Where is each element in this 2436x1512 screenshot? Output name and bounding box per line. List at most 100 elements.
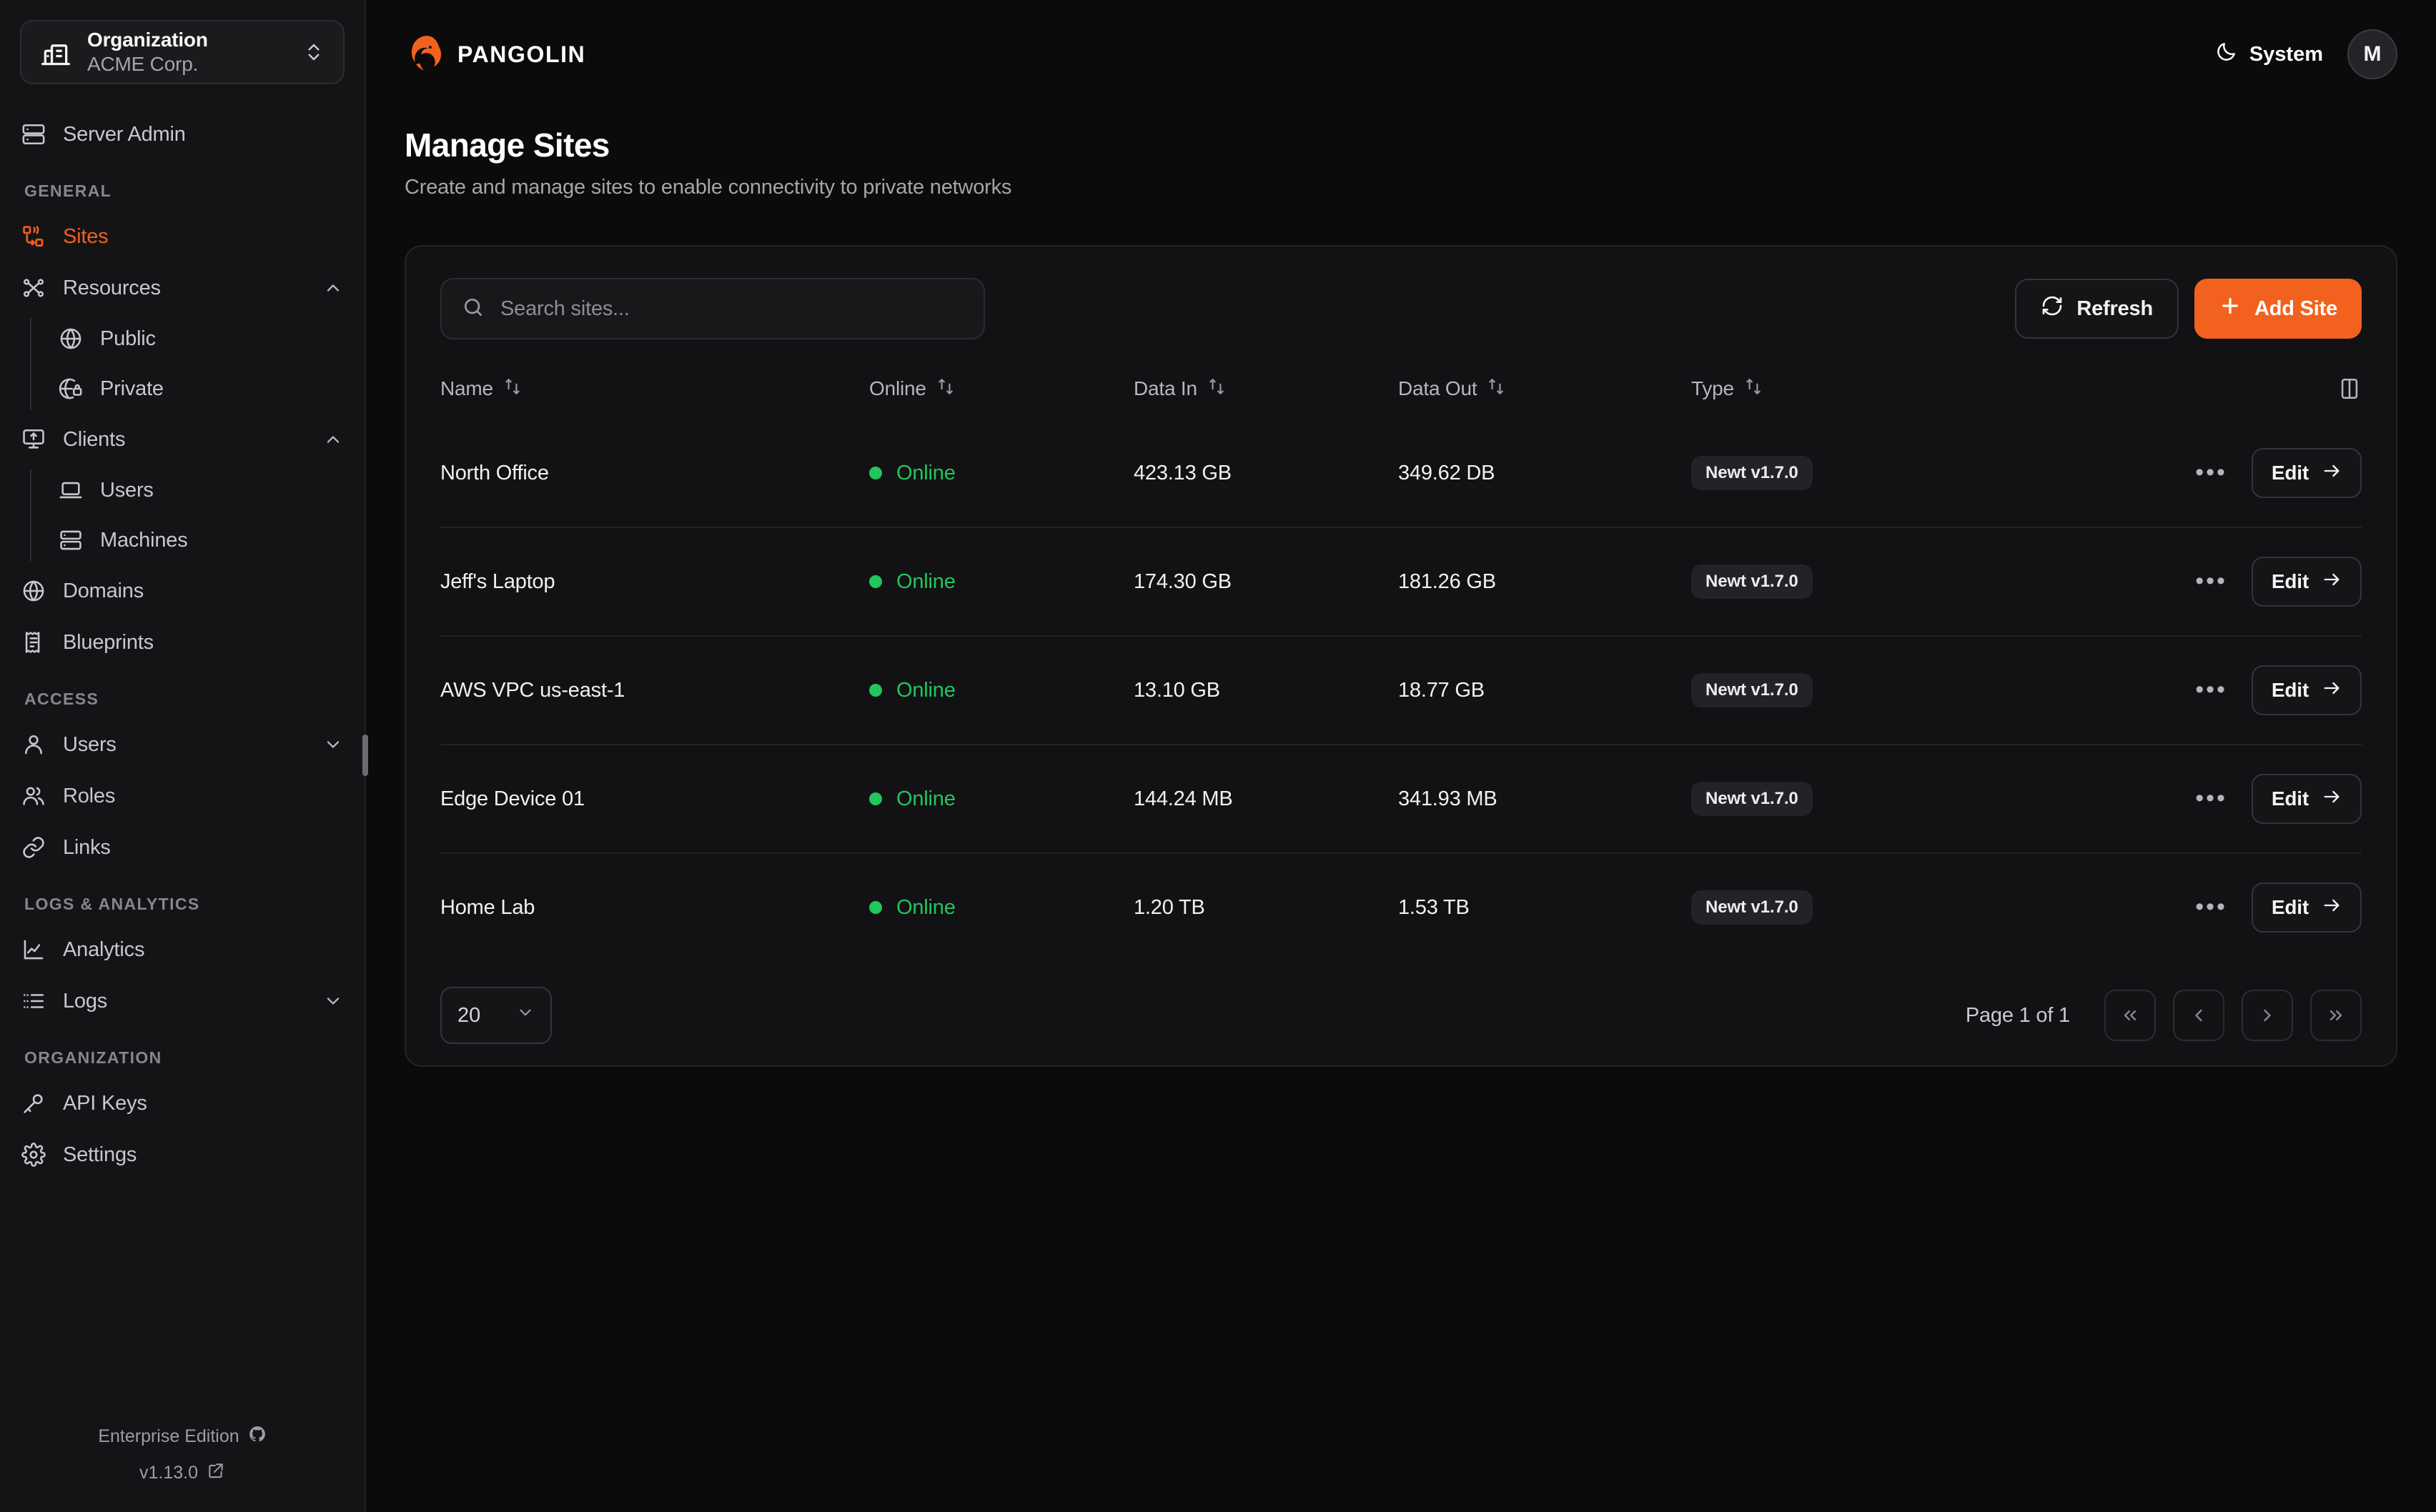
sidebar-item-resources[interactable]: Resources bbox=[0, 262, 365, 314]
status-badge: Online bbox=[896, 678, 956, 702]
sidebar-item-label: Blueprints bbox=[63, 630, 154, 654]
next-page-button[interactable] bbox=[2242, 990, 2293, 1041]
cell-actions: ••• Edit bbox=[2063, 527, 2362, 636]
column-header-data-in[interactable]: Data In bbox=[1134, 367, 1398, 419]
add-site-button[interactable]: Add Site bbox=[2194, 279, 2362, 339]
row-menu-icon[interactable]: ••• bbox=[2195, 459, 2227, 487]
type-badge: Newt v1.7.0 bbox=[1691, 456, 1813, 490]
column-visibility-icon[interactable] bbox=[2337, 377, 2362, 401]
column-header-type[interactable]: Type bbox=[1691, 367, 2063, 419]
table-row[interactable]: North Office Online 423.13 GB 349.62 DB … bbox=[440, 419, 2362, 527]
sidebar-item-api-keys[interactable]: API Keys bbox=[0, 1078, 365, 1129]
sidebar-item-domains[interactable]: Domains bbox=[0, 565, 365, 617]
sidebar-section-general: GENERAL bbox=[24, 181, 112, 200]
status-badge: Online bbox=[896, 461, 956, 484]
cell-online: Online bbox=[869, 419, 1134, 527]
main-content: PANGOLIN System M Manage Sites Create bbox=[366, 0, 2436, 1512]
receipt-icon bbox=[21, 630, 46, 655]
edition-link[interactable]: Enterprise Edition bbox=[98, 1425, 266, 1448]
sites-icon bbox=[21, 224, 46, 249]
add-site-label: Add Site bbox=[2254, 297, 2337, 320]
sidebar-resize-handle[interactable] bbox=[362, 735, 368, 776]
previous-page-button[interactable] bbox=[2173, 990, 2224, 1041]
sidebar-item-sites[interactable]: Sites bbox=[0, 211, 365, 262]
row-menu-icon[interactable]: ••• bbox=[2195, 785, 2227, 812]
status-dot bbox=[869, 684, 882, 697]
organization-switcher[interactable]: Organization ACME Corp. bbox=[20, 20, 345, 84]
version-link[interactable]: v1.13.0 bbox=[139, 1461, 225, 1485]
organization-label: Organization bbox=[87, 29, 208, 51]
sidebar-item-label: Private bbox=[100, 377, 164, 400]
sidebar-item-users-clients[interactable]: Users bbox=[40, 465, 365, 515]
table-footer: 20 Page 1 of 1 bbox=[440, 987, 2362, 1044]
type-badge: Newt v1.7.0 bbox=[1691, 673, 1813, 707]
cell-data-out: 349.62 DB bbox=[1398, 461, 1495, 484]
server-icon bbox=[21, 122, 46, 146]
cell-type: Newt v1.7.0 bbox=[1691, 635, 2063, 745]
chevron-down-icon[interactable] bbox=[323, 735, 343, 755]
last-page-button[interactable] bbox=[2310, 990, 2362, 1041]
avatar[interactable]: M bbox=[2347, 29, 2397, 79]
column-label: Data Out bbox=[1398, 377, 1477, 399]
cell-data-in: 144.24 MB bbox=[1134, 744, 1398, 853]
chevron-up-icon[interactable] bbox=[323, 429, 343, 449]
theme-label: System bbox=[2249, 42, 2323, 66]
theme-toggle[interactable]: System bbox=[2215, 40, 2323, 69]
sidebar-item-server-admin[interactable]: Server Admin bbox=[0, 109, 365, 160]
gear-icon bbox=[21, 1143, 46, 1167]
cell-actions: ••• Edit bbox=[2063, 635, 2362, 745]
column-header-data-out[interactable]: Data Out bbox=[1398, 367, 1691, 419]
edit-button[interactable]: Edit bbox=[2251, 774, 2362, 824]
sidebar: Organization ACME Corp. Server Admin bbox=[0, 0, 368, 1512]
sidebar-item-label: Public bbox=[100, 327, 156, 350]
sidebar-item-settings[interactable]: Settings bbox=[0, 1129, 365, 1180]
users-icon bbox=[21, 784, 46, 808]
sidebar-item-private[interactable]: Private bbox=[40, 364, 365, 414]
card-toolbar: Refresh Add Site bbox=[440, 278, 2362, 339]
sidebar-item-label: Logs bbox=[63, 989, 108, 1013]
edit-button[interactable]: Edit bbox=[2251, 882, 2362, 932]
sidebar-item-roles[interactable]: Roles bbox=[0, 770, 365, 822]
sidebar-item-blueprints[interactable]: Blueprints bbox=[0, 617, 365, 668]
globe-icon bbox=[21, 579, 46, 603]
sidebar-item-label: Users bbox=[63, 732, 117, 756]
sidebar-item-machines[interactable]: Machines bbox=[40, 515, 365, 565]
page-size-select[interactable]: 20 bbox=[440, 987, 552, 1044]
sidebar-item-label: Server Admin bbox=[63, 122, 186, 146]
sidebar-item-logs[interactable]: Logs bbox=[0, 975, 365, 1027]
cell-data-out: 181.26 GB bbox=[1398, 527, 1691, 636]
edit-button[interactable]: Edit bbox=[2251, 557, 2362, 607]
column-label: Data In bbox=[1134, 377, 1197, 399]
type-badge: Newt v1.7.0 bbox=[1691, 890, 1813, 925]
edit-button[interactable]: Edit bbox=[2251, 448, 2362, 498]
arrow-right-icon bbox=[2322, 678, 2342, 703]
sidebar-item-analytics[interactable]: Analytics bbox=[0, 924, 365, 975]
table-row[interactable]: Jeff's Laptop Online 174.30 GB 181.26 GB… bbox=[440, 527, 2362, 636]
search-sites-box[interactable] bbox=[440, 278, 985, 339]
cell-name: Jeff's Laptop bbox=[440, 527, 869, 636]
row-menu-icon[interactable]: ••• bbox=[2195, 893, 2227, 921]
row-menu-icon[interactable]: ••• bbox=[2195, 676, 2227, 704]
table-row[interactable]: AWS VPC us-east-1 Online 13.10 GB 18.77 … bbox=[440, 635, 2362, 745]
table-row[interactable]: Edge Device 01 Online 144.24 MB 341.93 M… bbox=[440, 744, 2362, 853]
globe-icon bbox=[59, 327, 83, 351]
refresh-button[interactable]: Refresh bbox=[2015, 279, 2179, 339]
sidebar-item-users[interactable]: Users bbox=[0, 719, 365, 770]
brand[interactable]: PANGOLIN bbox=[405, 34, 585, 75]
laptop-icon bbox=[59, 478, 83, 502]
cell-data-out: 341.93 MB bbox=[1398, 744, 1691, 853]
column-header-name[interactable]: Name bbox=[440, 367, 869, 419]
first-page-button[interactable] bbox=[2104, 990, 2156, 1041]
sidebar-item-clients[interactable]: Clients bbox=[0, 414, 365, 465]
edit-button[interactable]: Edit bbox=[2251, 665, 2362, 715]
link-icon bbox=[21, 835, 46, 860]
chevron-down-icon[interactable] bbox=[323, 991, 343, 1011]
sidebar-item-public[interactable]: Public bbox=[40, 314, 365, 364]
avatar-initial: M bbox=[2363, 42, 2382, 66]
sidebar-item-links[interactable]: Links bbox=[0, 822, 365, 873]
row-menu-icon[interactable]: ••• bbox=[2195, 567, 2227, 595]
table-row[interactable]: Home Lab Online 1.20 TB 1.53 TB Newt v1.… bbox=[440, 852, 2362, 961]
search-input[interactable] bbox=[500, 297, 964, 321]
column-header-online[interactable]: Online bbox=[869, 367, 1134, 419]
chevron-up-icon[interactable] bbox=[323, 278, 343, 298]
